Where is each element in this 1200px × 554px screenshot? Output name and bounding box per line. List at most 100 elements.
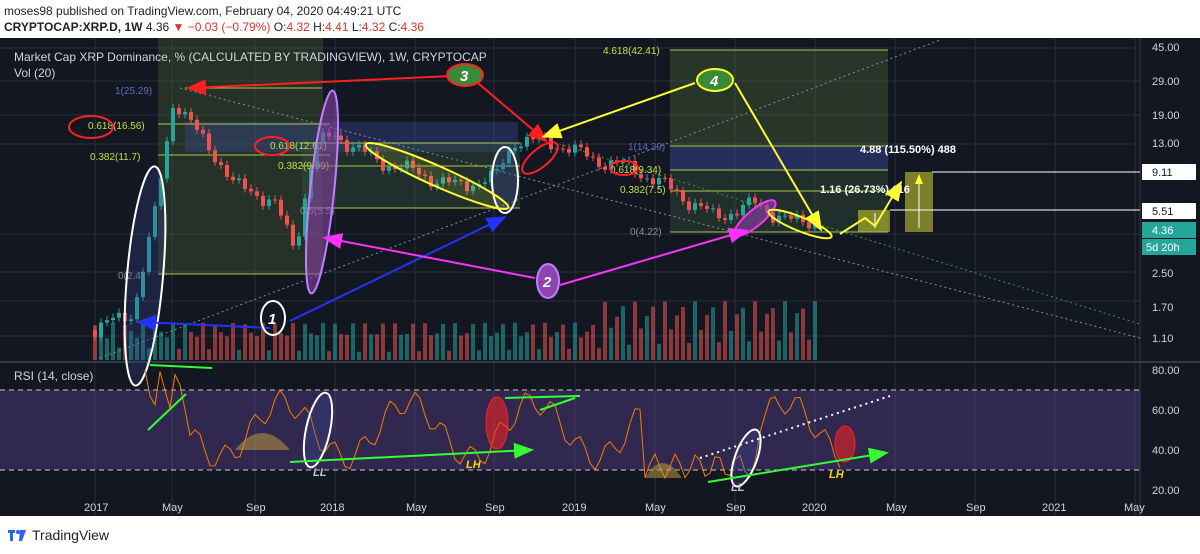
volume-bar — [615, 316, 619, 360]
volume-bar — [399, 334, 403, 360]
badge-1: 1 — [268, 311, 276, 328]
candle-body — [117, 312, 121, 318]
candle-body — [195, 119, 199, 130]
volume-bar — [147, 348, 151, 360]
fib-label: 0.618(12.61) — [270, 141, 327, 152]
candle-body — [747, 197, 751, 206]
candle-body — [525, 136, 529, 147]
volume-bar — [513, 322, 517, 360]
volume-bar — [315, 335, 319, 360]
candle-body — [381, 159, 385, 171]
volume-bar — [447, 350, 451, 360]
symbol-line: CRYPTOCAP:XRP.D, 1W 4.36 ▼ −0.03 (−0.79%… — [4, 20, 424, 34]
fib-label: 0.382(9.99) — [278, 161, 329, 172]
candle-body — [585, 147, 589, 157]
price-tag: 9.11 — [1152, 167, 1173, 179]
fib-label: 0.382(11.7) — [90, 152, 140, 163]
volume-bar — [555, 331, 559, 360]
candle-body — [213, 150, 217, 163]
rsi-tick: 20.00 — [1152, 485, 1180, 497]
fib-label: 0.618(16.56) — [88, 121, 145, 132]
volume-bar — [495, 332, 499, 360]
volume-bar — [789, 332, 793, 360]
candle-body — [237, 178, 241, 181]
volume-bar — [375, 334, 379, 360]
candle-body — [621, 161, 625, 163]
volume-bar — [681, 306, 685, 360]
volume-bar — [441, 323, 445, 360]
volume-bar — [549, 336, 553, 360]
candle-body — [735, 213, 739, 216]
candle-body — [447, 177, 451, 183]
volume-bar — [603, 301, 607, 360]
last-price: 4.36 — [145, 20, 170, 34]
number-badges: 1 2 3 4 — [260, 63, 734, 336]
candle-body — [681, 191, 685, 202]
volume-bar — [351, 323, 355, 360]
rsi-tick: 80.00 — [1152, 365, 1180, 377]
volume-bar — [753, 301, 757, 360]
candle-body — [543, 136, 547, 138]
volume-bar — [159, 331, 163, 360]
price-chart[interactable]: 1(25.29) 0.618(16.56) 0.382(11.7) 0.5(5.… — [0, 38, 1200, 516]
volume-bar — [207, 349, 211, 360]
candle-body — [579, 144, 583, 148]
volume-bar — [423, 323, 427, 360]
rsi-axis: 80.00 60.00 40.00 20.00 — [1152, 365, 1180, 497]
candle-body — [273, 199, 277, 201]
volume-bar — [591, 324, 595, 360]
candle-body — [633, 160, 637, 174]
candle-body — [111, 317, 115, 321]
time-tick: May — [645, 502, 666, 514]
candle-body — [789, 215, 793, 219]
candle-body — [561, 148, 565, 150]
volume-bar — [729, 330, 733, 360]
volume-bar — [105, 338, 109, 360]
volume-bar — [579, 337, 583, 360]
candle-body — [783, 215, 787, 217]
candle-body — [405, 160, 409, 169]
candle-body — [99, 322, 103, 338]
fib-label: 0.618(9.34) — [610, 165, 661, 176]
candle-body — [741, 205, 745, 216]
price-axis: 45.00 29.00 19.00 13.00 2.50 1.70 1.10 — [1152, 42, 1180, 345]
candle-body — [717, 208, 721, 219]
time-axis: 2017 May Sep 2018 May Sep 2019 May Sep 2… — [84, 502, 1145, 514]
candle-body — [441, 177, 445, 184]
volume-bar — [453, 323, 457, 360]
volume-bar — [267, 350, 271, 360]
volume-bar — [117, 347, 121, 360]
open-value: 4.32 — [286, 20, 310, 34]
candle-body — [699, 203, 703, 206]
candle-body — [795, 214, 799, 219]
fib-label: 1(14.39) — [628, 142, 665, 153]
fib-label: 4.618(42.41) — [603, 46, 660, 57]
candle-body — [177, 108, 181, 115]
volume-bar — [327, 351, 331, 360]
candle-body — [279, 199, 283, 216]
time-tick: May — [162, 502, 183, 514]
volume-bars — [93, 301, 817, 360]
price-tick: 1.70 — [1152, 302, 1173, 314]
projection-label: 4.88 (115.50%) 488 — [860, 144, 956, 156]
volume-bar — [339, 333, 343, 360]
volume-bar — [321, 323, 325, 360]
volume-bar — [345, 334, 349, 360]
volume-bar — [489, 335, 493, 360]
price-tick: 19.00 — [1152, 110, 1180, 122]
annotation-ellipses — [68, 89, 833, 387]
volume-bar — [171, 322, 175, 360]
c-label: C: — [388, 20, 401, 34]
candle-body — [489, 170, 493, 183]
price-tag: 5.51 — [1152, 206, 1173, 218]
time-tick: 2019 — [562, 502, 586, 514]
volume-bar — [663, 301, 667, 360]
candle-body — [291, 224, 295, 246]
candle-body — [243, 178, 247, 189]
candle-body — [651, 178, 655, 185]
volume-bar — [543, 322, 547, 360]
candle-body — [141, 271, 145, 298]
rsi-tag: LL — [731, 482, 745, 494]
tradingview-logo[interactable]: TradingView — [8, 527, 109, 543]
volume-bar — [483, 322, 487, 360]
